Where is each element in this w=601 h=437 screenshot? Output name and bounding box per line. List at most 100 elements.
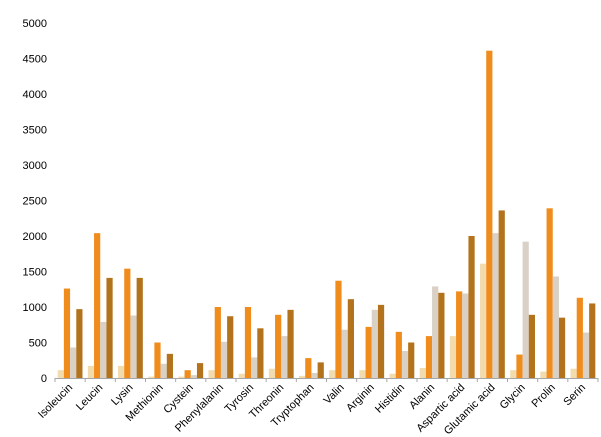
bar: [558, 317, 566, 378]
bar-series-3: [70, 233, 590, 378]
x-category-label: Lysin: [109, 382, 135, 408]
bar: [522, 241, 529, 378]
bar: [178, 376, 185, 378]
bar-series-4: [76, 210, 596, 378]
bar: [311, 373, 318, 378]
bar: [341, 329, 348, 378]
bar: [268, 368, 276, 378]
bar-series-1: [57, 263, 577, 378]
bar: [238, 373, 245, 378]
y-tick-label: 2500: [23, 196, 47, 208]
y-tick-label: 1000: [23, 302, 47, 314]
y-tick-label: 4500: [23, 54, 47, 66]
bar: [94, 233, 101, 378]
bar: [148, 376, 155, 378]
x-category-label: Glycin: [498, 382, 528, 412]
bar: [377, 304, 385, 378]
x-category-label: Arginin: [344, 382, 377, 415]
bar: [516, 354, 523, 378]
bar: [395, 331, 402, 378]
y-axis-tick-labels: 0 500 1000 1500 2000 2500 3000 3500 4000 4500 5000: [23, 18, 47, 385]
bar: [389, 373, 396, 378]
bar: [87, 365, 95, 378]
bar: [456, 291, 463, 378]
bar: [63, 288, 71, 378]
x-category-label: Histidin: [373, 382, 407, 416]
bar: [160, 363, 167, 378]
y-tick-label: 1500: [23, 267, 47, 279]
bar: [540, 371, 547, 378]
bar: [299, 375, 306, 378]
y-tick-label: 500: [29, 338, 47, 350]
y-tick-label: 2000: [23, 231, 47, 243]
bar: [106, 277, 113, 378]
bar: [462, 293, 469, 378]
bar: [184, 370, 191, 378]
bar: [154, 342, 161, 378]
bar: [76, 309, 83, 378]
bar: [552, 276, 559, 378]
bar: [100, 321, 107, 378]
bar: [335, 280, 342, 378]
bar: [546, 208, 553, 378]
bar: [70, 347, 77, 378]
bar: [582, 332, 590, 378]
bar: [281, 336, 288, 378]
bar: [449, 336, 457, 378]
bar: [371, 309, 378, 378]
bar: [365, 326, 372, 378]
y-tick-label: 4000: [23, 89, 47, 101]
bar-series-group: [57, 50, 596, 378]
bar-series-2: [63, 50, 583, 378]
bar: [208, 370, 215, 378]
x-category-label: Valin: [321, 382, 346, 407]
bar: [359, 370, 366, 378]
bar: [166, 353, 173, 378]
bar: [432, 286, 439, 378]
y-tick-label: 5000: [23, 18, 47, 30]
bar: [425, 336, 433, 378]
bar: [124, 268, 131, 378]
bar: [57, 370, 64, 378]
bar: [468, 236, 475, 378]
bar: [227, 316, 234, 378]
bar: [118, 365, 125, 378]
x-category-label: Prolin: [529, 382, 557, 410]
y-tick-label: 3500: [23, 125, 47, 137]
bar: [408, 342, 415, 378]
bar: [214, 307, 221, 378]
bar: [220, 341, 228, 378]
bar: [347, 299, 354, 378]
bar: [498, 210, 505, 378]
x-axis-tick-marks: [54, 378, 599, 382]
bar: [492, 233, 499, 378]
bar: [480, 263, 487, 378]
bar: [317, 362, 324, 378]
bar: [257, 328, 264, 378]
x-category-label: Isoleucin: [36, 382, 75, 421]
bar: [401, 351, 409, 378]
y-tick-label: 3000: [23, 160, 47, 172]
y-tick-label: 0: [41, 373, 47, 385]
bar: [528, 314, 535, 378]
bar: [136, 277, 143, 378]
bar: [589, 303, 596, 378]
bar: [576, 297, 583, 378]
bar: [275, 314, 282, 378]
bar: [510, 370, 517, 378]
bar: [130, 315, 137, 378]
bar: [190, 375, 197, 378]
bar: [570, 368, 577, 378]
bar: [287, 309, 294, 378]
x-category-label: Serin: [561, 382, 588, 409]
x-category-label: Leucin: [74, 382, 105, 413]
bar: [196, 363, 204, 378]
bar: [329, 370, 336, 378]
bar: [244, 307, 252, 378]
bar: [305, 358, 312, 378]
bar: [251, 357, 258, 378]
bar: [438, 292, 445, 378]
bar: [419, 368, 426, 378]
